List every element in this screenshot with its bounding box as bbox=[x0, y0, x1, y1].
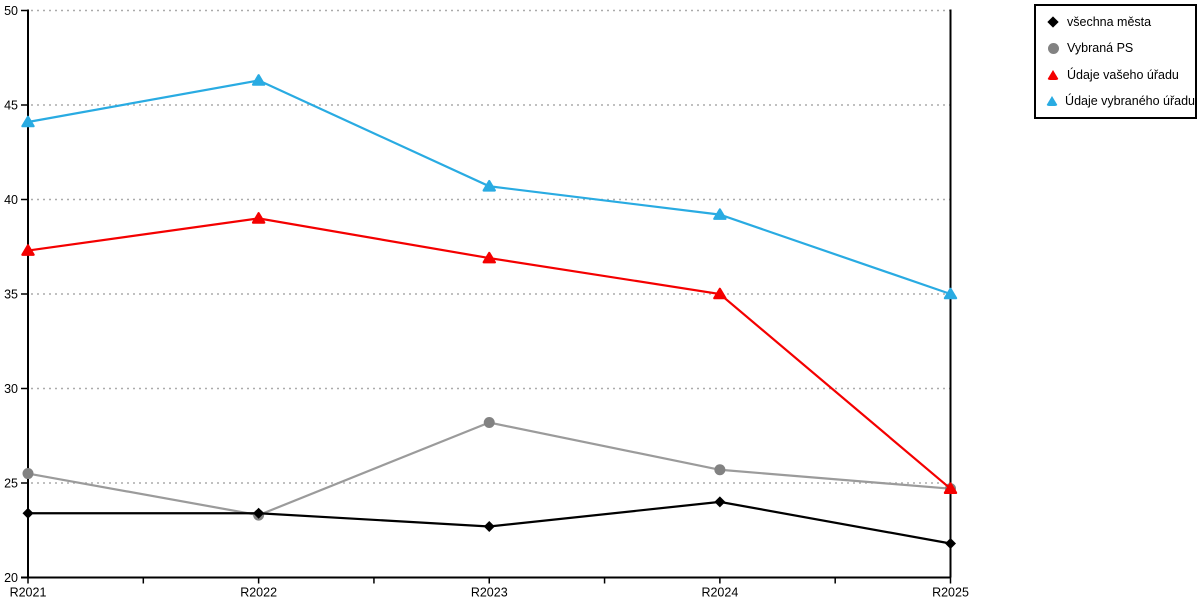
y-tick-label: 25 bbox=[4, 477, 18, 491]
x-tick-label: R2025 bbox=[932, 586, 969, 600]
triangle-marker-icon bbox=[943, 482, 958, 494]
triangle-marker-icon bbox=[251, 212, 266, 224]
circle-marker-icon bbox=[714, 464, 726, 476]
legend-item-udaje-vybraneho-uradu: Údaje vybraného úřadu bbox=[1045, 88, 1195, 114]
triangle-marker-icon bbox=[713, 287, 727, 300]
legend-label: Údaje vybraného úřadu bbox=[1065, 93, 1195, 108]
y-tick-label: 40 bbox=[4, 193, 18, 207]
legend-label: všechna města bbox=[1067, 15, 1152, 30]
x-tick-label: R2024 bbox=[701, 586, 738, 600]
circle-marker-icon bbox=[1045, 42, 1061, 54]
diamond-marker-icon bbox=[253, 507, 265, 519]
diamond-marker-icon bbox=[945, 537, 956, 549]
y-tick-label: 45 bbox=[4, 99, 18, 113]
x-tick-label: R2021 bbox=[10, 586, 47, 600]
triangle-marker-icon bbox=[251, 74, 266, 86]
triangle-marker-icon bbox=[943, 287, 958, 300]
triangle-marker-icon bbox=[1045, 95, 1059, 106]
legend-item-udaje-vaseho-uradu: Údaje vašeho úřadu bbox=[1045, 62, 1195, 88]
y-tick-label: 30 bbox=[4, 382, 18, 396]
triangle-marker-icon bbox=[713, 208, 727, 220]
triangle-marker-icon bbox=[482, 179, 496, 192]
y-tick-label: 50 bbox=[4, 4, 18, 18]
circle-marker-icon bbox=[22, 468, 34, 480]
legend-item-vsechna-mesta: všechna města bbox=[1045, 9, 1195, 35]
legend-item-vybrana-ps: Vybraná PS bbox=[1045, 35, 1195, 61]
diamond-marker-icon bbox=[22, 507, 34, 519]
triangle-marker-icon bbox=[21, 244, 35, 256]
circle-marker-icon bbox=[483, 417, 495, 429]
series-line-1 bbox=[27, 421, 951, 517]
diamond-marker-icon bbox=[714, 496, 726, 508]
legend-label: Vybraná PS bbox=[1067, 41, 1134, 56]
triangle-marker-icon bbox=[482, 251, 496, 264]
triangle-marker-icon bbox=[21, 115, 35, 128]
diamond-marker-icon bbox=[1045, 16, 1061, 28]
legend: všechna města Vybraná PS Údaje vašeho úř… bbox=[1034, 4, 1197, 119]
y-tick-label: 35 bbox=[4, 288, 18, 302]
diamond-marker-icon bbox=[483, 520, 495, 532]
legend-label: Údaje vašeho úřadu bbox=[1067, 67, 1179, 82]
triangle-marker-icon bbox=[1045, 69, 1061, 80]
x-tick-label: R2023 bbox=[471, 586, 508, 600]
x-tick-label: R2022 bbox=[240, 586, 277, 600]
y-tick-label: 20 bbox=[4, 571, 18, 585]
